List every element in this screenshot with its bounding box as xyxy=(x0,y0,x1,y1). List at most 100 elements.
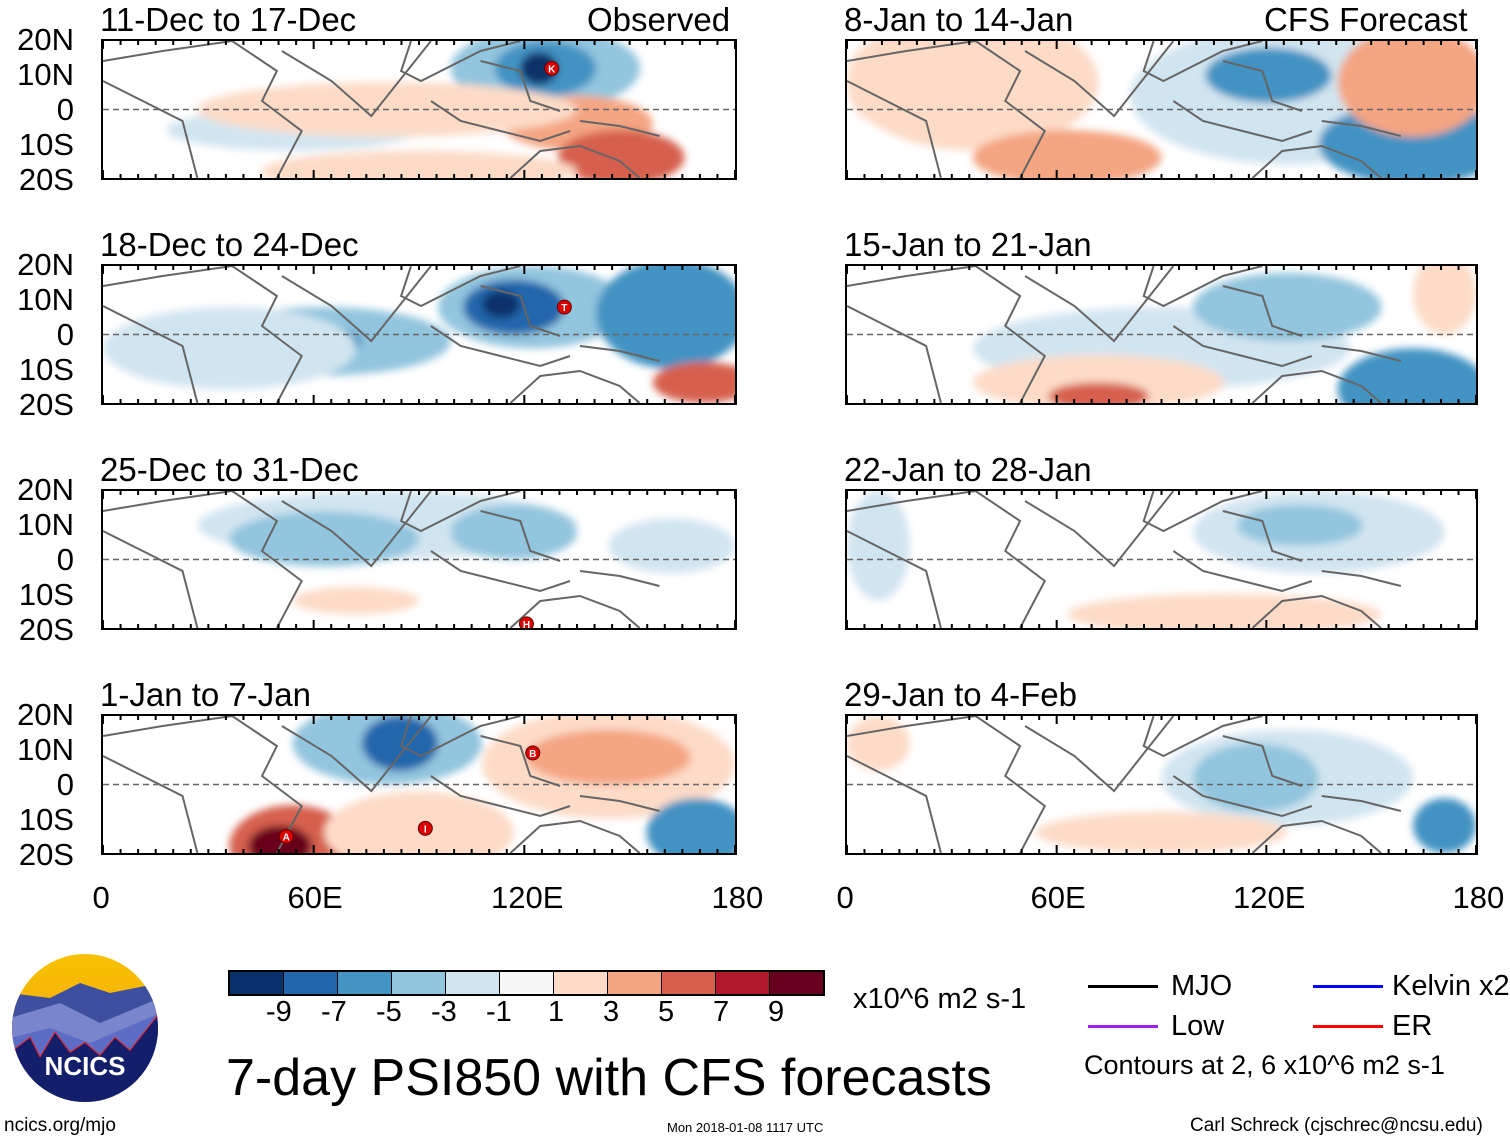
colorbar-tick-label: -5 xyxy=(376,996,402,1028)
anomaly-shading xyxy=(1413,266,1476,335)
colorbar-swatch xyxy=(392,972,446,994)
lat-label: 0 xyxy=(56,542,74,577)
colorbar-swatch xyxy=(716,972,770,994)
lat-label: 10S xyxy=(18,352,74,387)
anomaly-shading xyxy=(526,729,691,785)
map-panel xyxy=(845,714,1478,855)
anomaly-shading xyxy=(646,798,735,853)
map-panel: B I A xyxy=(101,714,737,855)
legend-kelvin: Kelvin x2 xyxy=(1392,970,1510,1002)
colorbar-tick-label: -1 xyxy=(486,996,512,1028)
lon-label: 180 xyxy=(711,880,764,915)
colorbar-swatch xyxy=(284,972,338,994)
anomaly-shading xyxy=(972,355,1225,403)
storm-marker: T xyxy=(556,299,572,315)
lat-label: 10N xyxy=(17,57,74,92)
anomaly-shading xyxy=(103,307,356,390)
anomaly-shading xyxy=(558,130,685,178)
svg-text:A: A xyxy=(283,833,290,844)
lat-label: 20S xyxy=(18,162,74,197)
lat-label: 0 xyxy=(56,92,74,127)
map-panel xyxy=(845,489,1478,630)
anomaly-shading xyxy=(1236,504,1363,546)
anomaly-shading xyxy=(972,130,1162,178)
lat-label: 10N xyxy=(17,507,74,542)
anomaly-shading xyxy=(229,511,419,567)
anomaly-shading xyxy=(1337,348,1476,403)
panel-title: 25-Dec to 31-Dec xyxy=(100,451,359,488)
panel-title: 15-Jan to 21-Jan xyxy=(844,226,1092,263)
anomaly-shading xyxy=(482,290,521,319)
map-panel: T xyxy=(101,264,737,405)
anomaly-shading xyxy=(1048,382,1149,403)
footer-url[interactable]: ncics.org/mjo xyxy=(4,1115,116,1136)
colorbar xyxy=(228,970,825,996)
lat-label: 10S xyxy=(18,127,74,162)
colorbar-swatch xyxy=(662,972,716,994)
panel-title: 1-Jan to 7-Jan xyxy=(100,676,311,713)
anomaly-shading xyxy=(292,586,419,615)
colorbar-swatch xyxy=(338,972,392,994)
storm-marker: H xyxy=(518,616,534,628)
panel-title: 18-Dec to 24-Dec xyxy=(100,226,359,263)
anomaly-shading xyxy=(1413,798,1476,853)
lon-label: 180 xyxy=(1452,880,1505,915)
svg-text:B: B xyxy=(529,749,536,760)
observed-label: Observed xyxy=(587,1,731,38)
legend-mjo: MJO xyxy=(1171,970,1233,1002)
anomaly-shading xyxy=(1035,811,1288,853)
anomaly-shading xyxy=(608,518,735,574)
anomaly-shading xyxy=(362,716,438,771)
low-legend-line xyxy=(1088,1025,1158,1028)
lat-label: 20S xyxy=(18,612,74,647)
colorbar-tick-label: 7 xyxy=(713,996,730,1028)
panel-title: 22-Jan to 28-Jan xyxy=(844,451,1092,488)
colorbar-swatch xyxy=(554,972,608,994)
lat-label: 20N xyxy=(17,697,74,732)
map-panel xyxy=(845,264,1478,405)
lat-label: 20S xyxy=(18,387,74,422)
panel-title: 11-Dec to 17-Dec xyxy=(100,1,357,38)
anomaly-shading xyxy=(595,266,735,369)
colorbar-tick-label: 5 xyxy=(658,996,675,1028)
storm-marker: B xyxy=(525,745,541,761)
lat-label: 10S xyxy=(18,802,74,837)
map-panel: H xyxy=(101,489,737,630)
storm-marker: I xyxy=(417,820,433,836)
colorbar-swatch xyxy=(500,972,554,994)
map-panel xyxy=(845,39,1478,180)
ncics-logo: NCICS xyxy=(12,954,158,1102)
storm-marker: K xyxy=(544,60,560,76)
lat-label: 20N xyxy=(17,247,74,282)
panel-title: 8-Jan to 14-Jan xyxy=(844,1,1074,38)
map-panel: K xyxy=(101,39,737,180)
anomaly-shading xyxy=(1337,41,1476,137)
lat-label: 0 xyxy=(56,767,74,802)
legend-low: Low xyxy=(1171,1010,1225,1042)
lon-label: 60E xyxy=(287,880,343,915)
contour-note: Contours at 2, 6 x10^6 m2 s-1 xyxy=(1084,1050,1445,1080)
colorbar-tick-label: 3 xyxy=(603,996,620,1028)
colorbar-tick-label: -9 xyxy=(266,996,292,1028)
lon-label: 120E xyxy=(491,880,564,915)
anomaly-shading xyxy=(324,791,514,853)
colorbar-tick-label: 1 xyxy=(548,996,565,1028)
colorbar-swatch xyxy=(770,972,823,994)
anomaly-shading xyxy=(652,361,735,403)
lon-label: 120E xyxy=(1233,880,1306,915)
svg-text:T: T xyxy=(561,303,567,314)
lat-label: 10N xyxy=(17,282,74,317)
er-legend-line xyxy=(1313,1025,1383,1028)
lat-label: 0 xyxy=(56,317,74,352)
lat-label: 20N xyxy=(17,22,74,57)
colorbar-tick-label: 9 xyxy=(768,996,785,1028)
svg-text:K: K xyxy=(548,64,556,75)
svg-text:I: I xyxy=(424,824,427,835)
forecast-label: CFS Forecast xyxy=(1264,1,1468,38)
figure-title: 7-day PSI850 with CFS forecasts xyxy=(226,1049,992,1107)
lat-label: 20N xyxy=(17,472,74,507)
anomaly-shading xyxy=(450,504,577,560)
colorbar-tick-label: -3 xyxy=(431,996,457,1028)
anomaly-shading xyxy=(847,716,910,771)
footer-timestamp: Mon 2018-01-08 1117 UTC xyxy=(667,1120,824,1135)
